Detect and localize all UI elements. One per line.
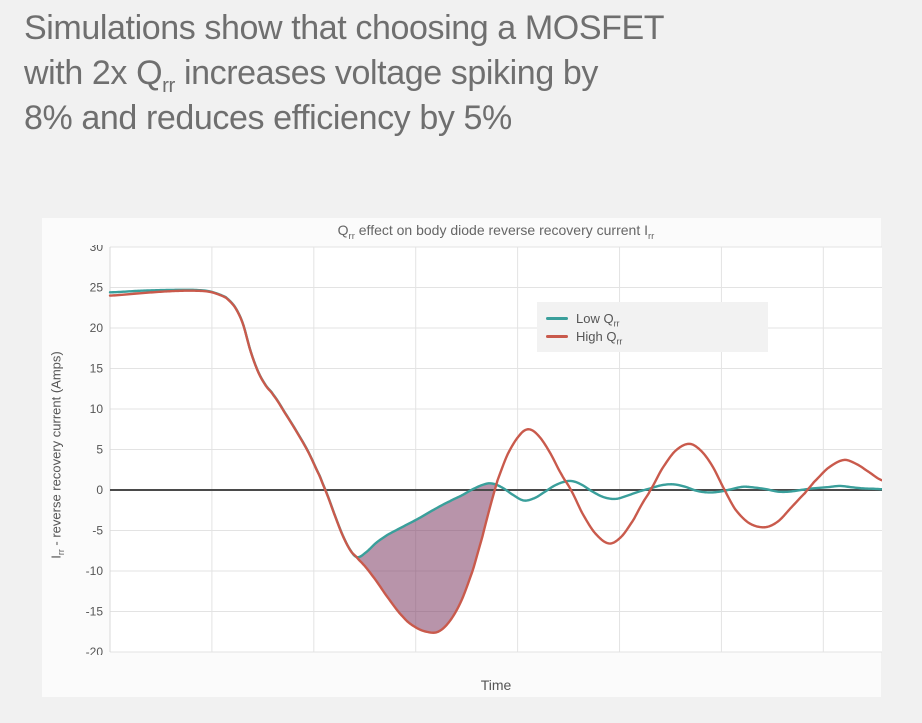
gridlines [109,246,882,653]
svg-text:30: 30 [90,245,104,254]
page-heading: Simulations show that choosing a MOSFET … [24,6,910,141]
heading-line: Simulations show that choosing a MOSFET [24,9,665,47]
svg-text:15: 15 [90,362,104,376]
high-qrr-curve [108,289,882,634]
svg-text:25: 25 [90,281,104,295]
y-axis-label: Irr - reverse recovery current (Amps) [48,351,67,559]
qrr-charge-fill-region [357,480,498,633]
svg-text:-15: -15 [86,605,104,619]
y-tick-labels: 30 25 20 15 10 5 0 -5 -10 -15 -20 [86,245,104,655]
x-axis-label: Time [480,677,512,693]
svg-text:20: 20 [90,321,104,335]
svg-text:0: 0 [96,483,103,497]
chart-title: Qrr effect on body diode reverse recover… [337,222,655,242]
high-qrr-line-swatch [546,334,568,338]
heading-line: 8% and reduces efficiency by 5% [24,99,512,137]
legend-item-low-qrr: Low Qrr [546,310,768,329]
svg-text:-20: -20 [86,645,104,655]
heading-line: with 2x Qrr increases voltage spiking by [24,54,598,97]
legend-label-low-qrr: Low Qrr [576,310,620,329]
legend-item-high-qrr: High Qrr [546,328,768,347]
chart-card: Qrr effect on body diode reverse recover… [42,218,882,697]
svg-text:-5: -5 [92,524,103,538]
low-qrr-line-swatch [546,316,568,320]
svg-text:10: 10 [90,402,104,416]
svg-text:5: 5 [96,443,103,457]
chart-legend: Low Qrr High Qrr [537,302,768,352]
legend-label-high-qrr: High Qrr [576,328,623,347]
svg-text:-10: -10 [86,564,104,578]
